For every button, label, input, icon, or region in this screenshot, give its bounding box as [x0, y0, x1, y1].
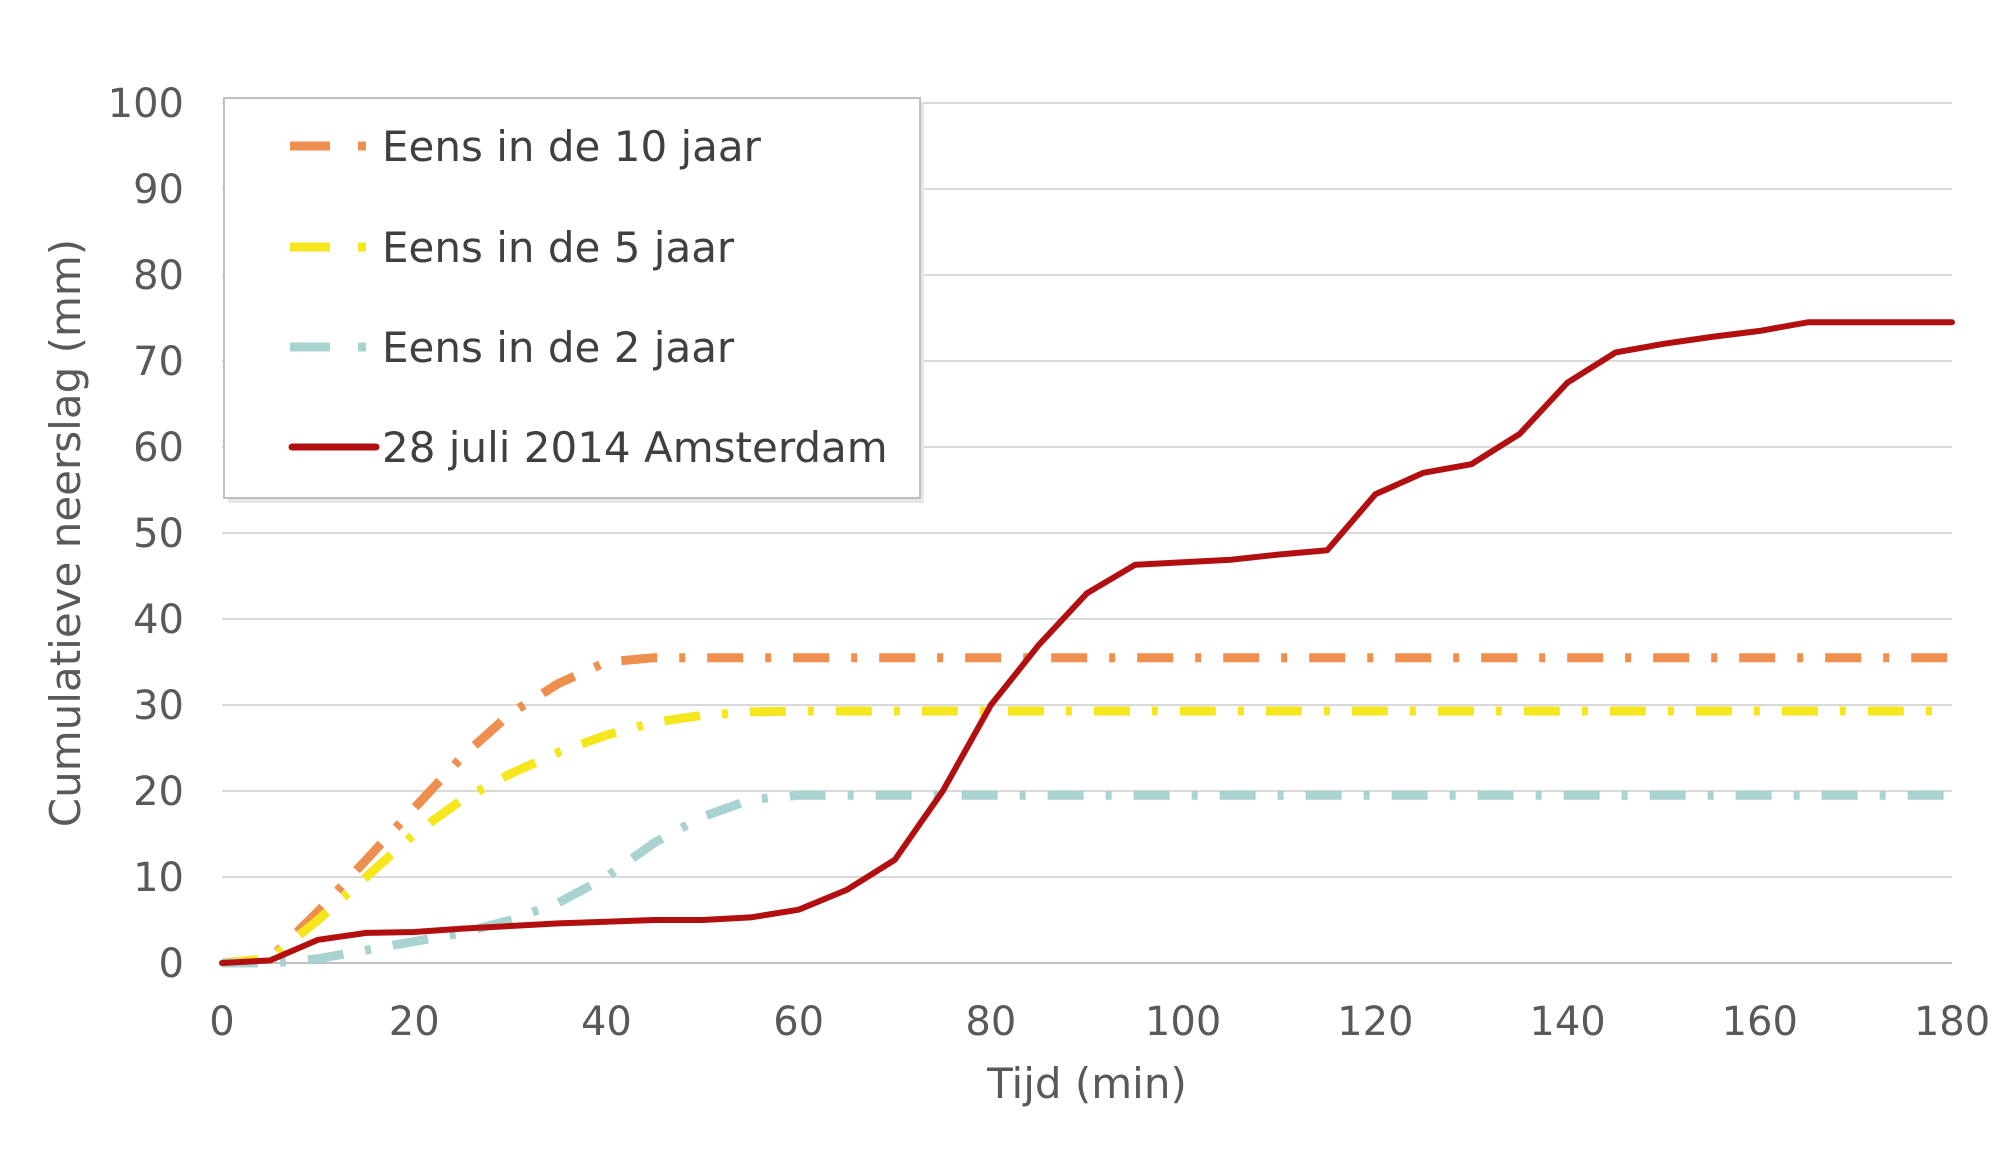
y-tick-label: 100	[108, 81, 184, 127]
x-tick-label: 60	[773, 999, 824, 1045]
y-tick-label: 60	[133, 425, 184, 471]
x-axis-title: Tijd (min)	[986, 1059, 1187, 1108]
y-tick-label: 90	[133, 167, 184, 213]
x-tick-label: 160	[1722, 999, 1798, 1045]
series-line-0	[221, 653, 1952, 968]
x-tick-label: 140	[1529, 999, 1605, 1045]
legend: Eens in de 10 jaar Eens in de 5 jaar Eens …	[223, 97, 924, 503]
legend-label-0: Eens in de 10 jaar	[382, 122, 762, 171]
y-tick-label: 30	[133, 683, 184, 729]
series-line-3	[219, 319, 1955, 966]
axes: 0 10 20 30 40 50 60 70 80 90 100 0 20 40 60 80 100 120 140…	[41, 81, 1990, 1108]
legend-label-3: 28 juli 2014 Amsterdam	[382, 423, 888, 472]
x-tick-label: 40	[581, 999, 632, 1045]
x-tick-label: 180	[1914, 999, 1990, 1045]
series-lines	[219, 319, 1955, 968]
x-tick-label: 20	[389, 999, 440, 1045]
y-tick-label: 70	[133, 339, 184, 385]
x-tick-label: 80	[965, 999, 1016, 1045]
x-tick-label: 100	[1145, 999, 1221, 1045]
x-tick-label: 0	[209, 999, 234, 1045]
y-tick-label: 50	[133, 511, 184, 557]
series-line-2	[222, 790, 1952, 968]
legend-label-1: Eens in de 5 jaar	[382, 223, 735, 272]
y-tick-label: 80	[133, 253, 184, 299]
y-tick-label: 40	[133, 597, 184, 643]
y-tick-label: 10	[133, 855, 184, 901]
legend-label-2: Eens in de 2 jaar	[382, 323, 735, 372]
y-tick-label: 0	[159, 941, 184, 987]
y-tick-label: 20	[133, 769, 184, 815]
legend-box	[223, 97, 921, 499]
y-axis-title: Cumulatieve neerslag (mm)	[41, 239, 90, 827]
x-tick-label: 120	[1337, 999, 1413, 1045]
